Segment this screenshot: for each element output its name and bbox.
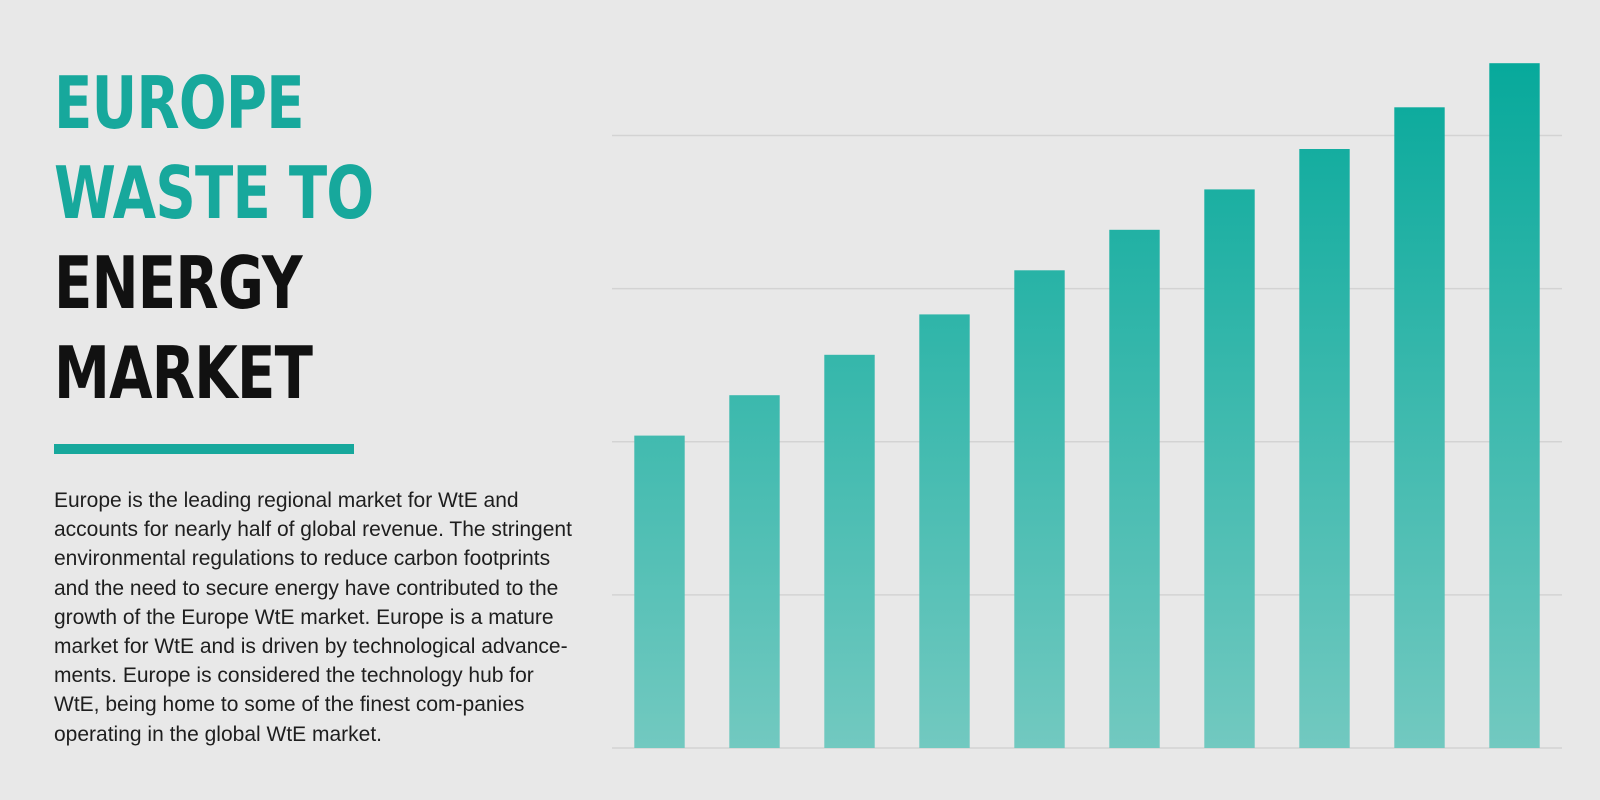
title-divider (54, 444, 354, 454)
chart-bar (634, 435, 685, 748)
chart-bar (1204, 189, 1255, 748)
chart-bar (729, 395, 780, 748)
chart-bar (1394, 107, 1445, 749)
bar-chart (612, 40, 1562, 780)
title-line-4: MARKET (54, 331, 313, 415)
title-line-2: WASTE TO (54, 151, 374, 235)
chart-bar (824, 354, 875, 748)
description-text: Europe is the leading regional market fo… (54, 489, 572, 746)
chart-bar (1014, 270, 1065, 749)
chart-bar (1489, 63, 1540, 748)
chart-bar (1109, 229, 1160, 749)
chart-bar (919, 314, 970, 748)
heading-block: EUROPE WASTE TO ENERGY MARKET (54, 58, 574, 418)
chart-canvas (612, 63, 1562, 749)
title-line-1: EUROPE (54, 61, 305, 145)
chart-bar (1299, 149, 1350, 748)
title-line-3: ENERGY (54, 241, 303, 325)
